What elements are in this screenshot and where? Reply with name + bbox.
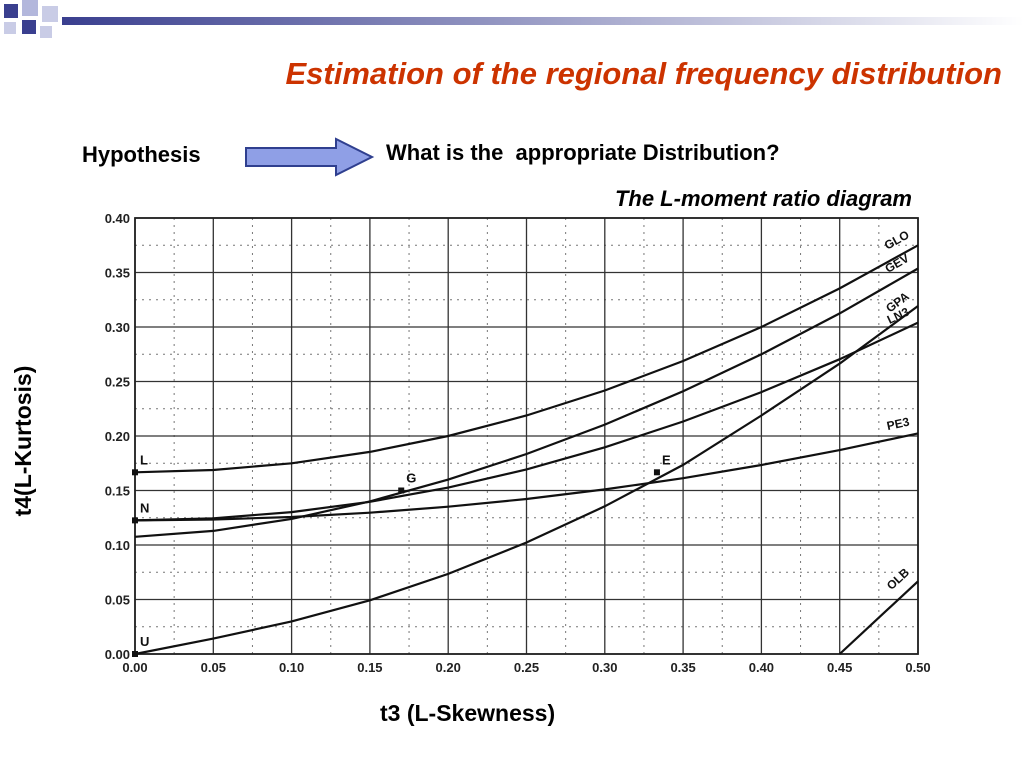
slide-logo [4,0,1024,38]
logo-bar [62,17,1024,25]
point-label-e: E [662,452,671,467]
series-line-olb [838,580,919,655]
x-tick-label: 0.45 [827,660,852,675]
point-marker-n [132,517,138,524]
series-line-gpa [134,305,919,656]
logo-square-5 [4,22,16,34]
series-line-pe3 [134,432,919,522]
x-tick-label: 0.35 [670,660,695,675]
series-label-olb: OLB [884,565,912,593]
chart-grid [134,217,919,655]
chart-points: L N U G E [132,452,671,657]
x-tick-label: 0.05 [201,660,226,675]
plot-frame [134,217,919,655]
chart-ticks: 0.00 0.05 0.10 0.15 0.20 0.25 0.30 0.35 0.40 0.45… [105,211,931,675]
y-tick-label: 0.25 [105,375,130,390]
logo-square-2 [22,0,38,16]
point-label-l: L [140,452,148,467]
x-tick-label: 0.40 [749,660,774,675]
y-tick-label: 0.00 [105,647,130,662]
logo-square-6 [40,26,52,38]
point-marker-e [653,469,660,476]
x-tick-label: 0.25 [514,660,539,675]
series-line-gev [134,267,919,538]
point-marker-l [132,469,138,476]
y-axis-title: t4(L-Kurtosis) [10,365,36,517]
y-tick-label: 0.40 [105,211,130,226]
right-arrow-icon [245,137,375,177]
arrow-shape [245,137,375,177]
y-tick-label: 0.05 [105,593,130,608]
point-label-g: G [406,471,416,486]
point-label-u: U [140,634,149,649]
series-label-pe3: PE3 [886,415,911,433]
x-tick-label: 0.50 [905,660,930,675]
x-axis-title: t3 (L-Skewness) [380,700,556,726]
x-tick-label: 0.00 [122,660,147,675]
x-tick-label: 0.10 [279,660,304,675]
logo-square-4 [42,6,58,22]
point-label-n: N [140,500,149,515]
x-tick-label: 0.30 [592,660,617,675]
y-tick-label: 0.10 [105,538,130,553]
logo-square-1 [4,4,18,18]
x-tick-label: 0.20 [436,660,461,675]
y-tick-label: 0.20 [105,429,130,444]
hypothesis-label: Hypothesis [82,142,201,167]
y-tick-label: 0.15 [105,484,130,499]
series-line-ln3 [134,321,919,522]
point-marker-u [132,651,138,657]
y-tick-label: 0.35 [105,266,130,281]
diagram-title: The L-moment ratio diagram [614,186,912,211]
series-line-glo [134,244,919,474]
x-tick-label: 0.15 [357,660,382,675]
series-label-glo: GLO [882,228,912,253]
point-marker-g [398,487,405,494]
logo-square-3 [22,20,36,34]
y-tick-label: 0.30 [105,320,130,335]
slide-title: Estimation of the regional frequency dis… [285,56,1003,91]
distribution-question: What is the appropriate Distribution? [386,140,780,165]
